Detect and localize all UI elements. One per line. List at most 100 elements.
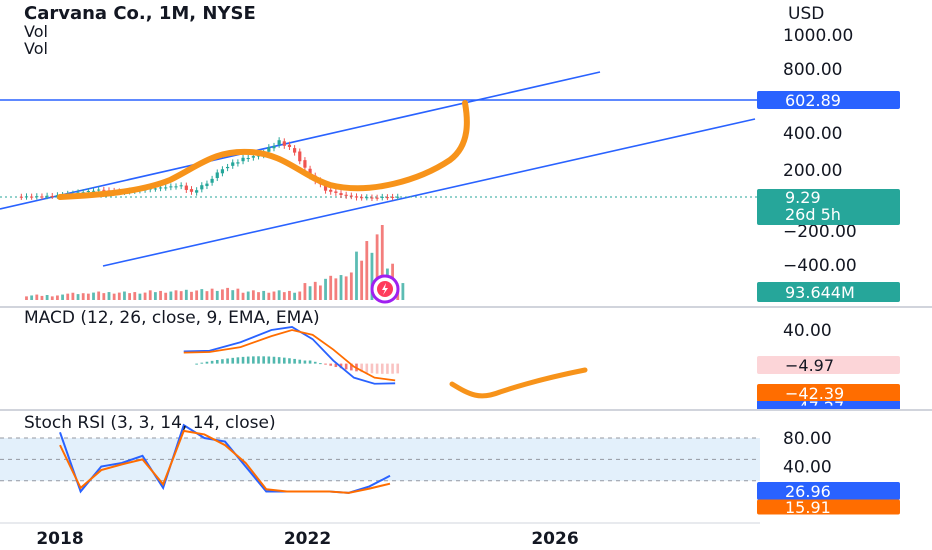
volume-bar: [128, 293, 132, 300]
volume-bar: [288, 290, 291, 300]
macd-histogram-bar: [257, 356, 260, 364]
stoch-k-badge-text: 26.96: [785, 482, 831, 501]
candle-body: [236, 162, 240, 164]
volume-bar: [236, 288, 240, 300]
volume-bar: [215, 290, 219, 300]
stoch-legend-title: Stoch RSI (3, 3, 14, 14, close): [24, 413, 276, 433]
projection-drawing[interactable]: [57, 100, 470, 200]
candle-body: [298, 151, 302, 162]
macd-histogram-bar: [396, 363, 400, 374]
macd-legend-title: MACD (12, 26, close, 9, EMA, EMA): [24, 308, 320, 328]
currency-label: USD: [788, 4, 824, 24]
candle-body: [396, 196, 400, 198]
volume-bar: [241, 292, 245, 300]
price-axis[interactable]: 1000.00 800.00 400.00 200.00 −200.00 −400.00 4…: [757, 26, 900, 517]
macd-histogram-bar: [391, 363, 394, 374]
macd-line-badge: [757, 401, 900, 409]
macd-histogram-bar: [277, 357, 281, 364]
candle-body: [385, 197, 390, 199]
candle-body: [267, 147, 271, 152]
volume-bar: [102, 293, 106, 300]
candle-body: [205, 183, 209, 187]
macd-signal-badge-text: −42.39: [785, 384, 844, 403]
volume-bar: [231, 290, 235, 300]
candle-body: [215, 172, 219, 179]
volume-bar: [272, 291, 276, 300]
volume-bar: [123, 291, 126, 300]
volume-bar: [86, 293, 90, 300]
lightning-bolt-icon[interactable]: [370, 274, 400, 304]
candle-body: [231, 162, 235, 166]
volume-bar: [251, 290, 255, 300]
candle-body: [200, 185, 204, 190]
stoch-rsi-pane[interactable]: [59, 423, 391, 494]
macd-histogram-bar: [221, 359, 224, 364]
volume-bar: [81, 293, 85, 300]
time-tick-label: 2022: [284, 529, 331, 549]
macd-pane[interactable]: [183, 326, 588, 399]
volume-bar: [25, 296, 28, 300]
horizontal-line-price-badge: [757, 91, 900, 109]
candle-body: [334, 191, 338, 193]
candle-body: [344, 194, 348, 196]
price-pane[interactable]: [0, 71, 760, 300]
checkmark-drawing[interactable]: [449, 367, 588, 399]
candle-body: [45, 195, 49, 197]
candle-body: [24, 196, 29, 198]
macd-histogram-badge: [757, 356, 900, 374]
candle-body: [287, 144, 292, 147]
volume-bar: [210, 288, 214, 300]
price-tick-label: 200.00: [783, 161, 842, 181]
last-price-text: 9.29: [785, 188, 821, 207]
volume-bar: [257, 292, 260, 300]
macd-histogram-bar: [360, 363, 363, 373]
macd-tick-label: 40.00: [783, 321, 832, 341]
volume-bar: [50, 296, 54, 300]
volume-bar: [221, 289, 224, 300]
channel-upper-line[interactable]: [0, 71, 601, 210]
main-legend-title: Carvana Co., 1M, NYSE: [24, 3, 256, 24]
candle-body: [102, 189, 106, 191]
time-tick-label: 2018: [36, 529, 83, 549]
macd-histogram-bar: [195, 363, 198, 365]
volume-bar: [205, 291, 209, 300]
price-tick-label: 800.00: [783, 60, 842, 80]
candle-body: [184, 185, 188, 190]
volume-bar: [164, 292, 168, 300]
volume-bar: [313, 281, 317, 300]
volume-bar: [97, 291, 101, 300]
volume-bar: [380, 225, 384, 300]
candle-body: [365, 197, 369, 199]
macd-histogram-bar: [241, 356, 245, 364]
volume-bar: [349, 272, 353, 300]
candle-body: [246, 157, 250, 159]
macd-histogram-bar: [215, 359, 219, 364]
macd-histogram-bar: [324, 363, 327, 365]
macd-histogram-bar: [246, 356, 250, 364]
volume-bar: [117, 292, 121, 300]
macd-histogram-bar: [262, 356, 265, 364]
stoch-d-badge-text: 15.91: [785, 498, 831, 517]
macd-histogram-bar: [293, 358, 296, 364]
candle-body: [158, 187, 163, 189]
stoch-tick-label: 80.00: [783, 429, 832, 449]
volume-bar: [246, 291, 250, 300]
time-axis[interactable]: 2018 2022 2026: [36, 529, 578, 549]
volume-bar: [143, 292, 147, 300]
candle-body: [220, 169, 225, 174]
last-price-badge: [757, 189, 900, 225]
macd-signal-badge: [757, 384, 900, 402]
volume-bar: [344, 276, 348, 300]
macd-histogram-bar: [200, 362, 204, 364]
volume-bar: [56, 295, 59, 300]
volume-bar: [184, 289, 188, 300]
volume-bar: [195, 290, 199, 300]
volume-bar: [169, 291, 173, 300]
channel-lower-line[interactable]: [102, 118, 756, 267]
price-tick-label: −200.00: [783, 222, 857, 242]
price-tick-label: 1000.00: [783, 26, 853, 46]
volume-bar: [159, 290, 162, 300]
candle-body: [329, 189, 333, 192]
volume-badge-text: 93.644M: [785, 283, 855, 302]
